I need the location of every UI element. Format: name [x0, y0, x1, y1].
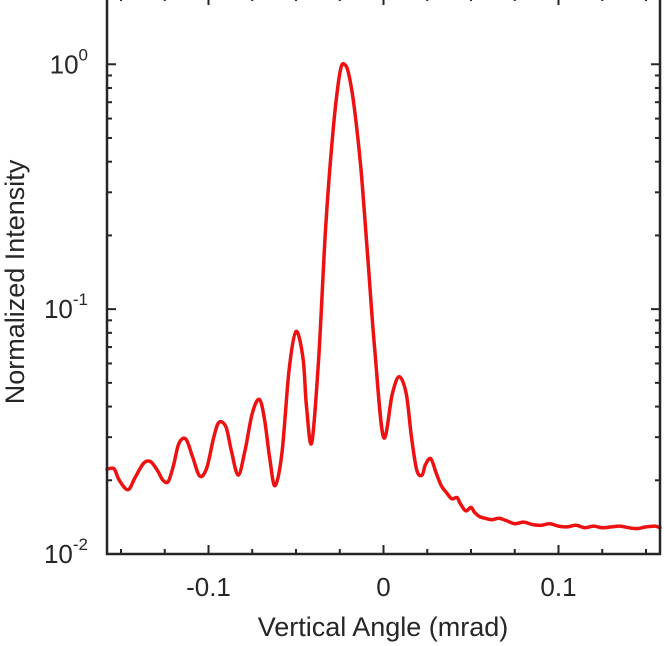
- y-tick-label-exponent: -2: [73, 535, 88, 554]
- x-tick-label: 0.1: [540, 572, 576, 602]
- series-line: [105, 61, 662, 531]
- y-tick-label: 10-1: [44, 290, 88, 324]
- y-tick-label-base: 10: [44, 539, 73, 569]
- plot-background: [107, 0, 660, 554]
- y-tick-label-base: 10: [44, 294, 73, 324]
- y-axis-label: Normalized Intensity: [0, 159, 30, 404]
- y-tick-label-exponent: 0: [79, 45, 88, 64]
- y-tick-label: 10-2: [44, 535, 88, 569]
- x-tick-label: 0: [376, 572, 390, 602]
- series-layer: [105, 61, 662, 531]
- y-tick-label-base: 10: [50, 49, 79, 79]
- axes-box: [105, 0, 662, 556]
- x-axis-label: Vertical Angle (mrad): [258, 612, 509, 642]
- y-tick-label: 100: [50, 45, 88, 79]
- y-tick-label-exponent: -1: [73, 290, 88, 309]
- x-tick-label: -0.1: [186, 572, 231, 602]
